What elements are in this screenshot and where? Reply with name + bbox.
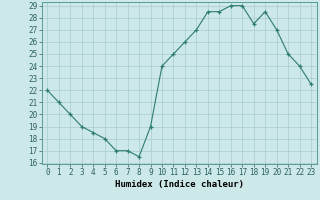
X-axis label: Humidex (Indice chaleur): Humidex (Indice chaleur): [115, 180, 244, 189]
